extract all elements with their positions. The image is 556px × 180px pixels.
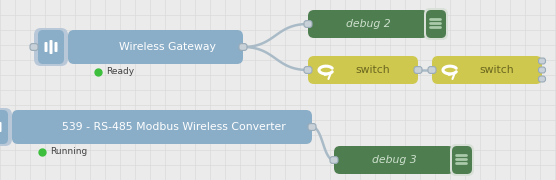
FancyBboxPatch shape	[539, 67, 545, 73]
FancyBboxPatch shape	[12, 110, 312, 144]
Text: switch: switch	[480, 65, 514, 75]
FancyBboxPatch shape	[0, 122, 2, 132]
Text: Wireless Gateway: Wireless Gateway	[119, 42, 216, 52]
FancyBboxPatch shape	[0, 110, 8, 144]
FancyBboxPatch shape	[539, 58, 545, 64]
Text: Running: Running	[50, 147, 87, 156]
FancyBboxPatch shape	[452, 146, 472, 174]
FancyBboxPatch shape	[428, 67, 436, 73]
FancyBboxPatch shape	[0, 108, 12, 146]
Text: switch: switch	[356, 65, 390, 75]
FancyBboxPatch shape	[308, 56, 418, 84]
FancyBboxPatch shape	[38, 30, 64, 64]
Text: debug 3: debug 3	[372, 155, 416, 165]
FancyBboxPatch shape	[432, 56, 542, 84]
FancyBboxPatch shape	[334, 146, 454, 174]
FancyBboxPatch shape	[30, 44, 38, 50]
Text: 539 - RS-485 Modbus Wireless Converter: 539 - RS-485 Modbus Wireless Converter	[62, 122, 286, 132]
FancyBboxPatch shape	[68, 30, 243, 64]
FancyBboxPatch shape	[49, 40, 52, 54]
FancyBboxPatch shape	[539, 76, 545, 82]
FancyBboxPatch shape	[44, 42, 47, 52]
FancyBboxPatch shape	[54, 42, 57, 52]
FancyBboxPatch shape	[308, 124, 316, 130]
FancyBboxPatch shape	[414, 67, 422, 73]
FancyBboxPatch shape	[308, 10, 428, 38]
FancyBboxPatch shape	[239, 44, 247, 50]
FancyBboxPatch shape	[450, 144, 474, 176]
FancyBboxPatch shape	[304, 21, 312, 27]
Text: debug 2: debug 2	[346, 19, 390, 29]
FancyBboxPatch shape	[304, 67, 312, 73]
FancyBboxPatch shape	[426, 10, 446, 38]
Text: Ready: Ready	[106, 68, 134, 76]
FancyBboxPatch shape	[424, 8, 448, 40]
FancyBboxPatch shape	[330, 157, 338, 163]
FancyBboxPatch shape	[34, 28, 68, 66]
